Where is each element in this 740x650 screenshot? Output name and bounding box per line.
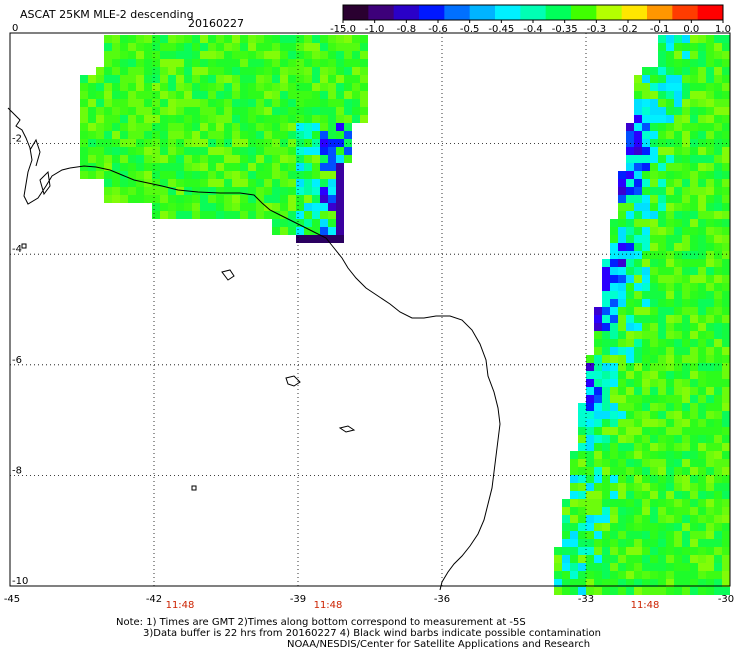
y-tick-label: -8 (12, 465, 22, 476)
data-swaths (80, 35, 730, 595)
colorbar-label: -0.1 (650, 24, 670, 35)
x-tick-label: -30 (718, 594, 734, 605)
time-label: 11:48 (166, 600, 195, 611)
y-tick-label: -2 (12, 134, 22, 145)
colorbar-label: 0.0 (683, 24, 699, 35)
colorbar: -15.0 -1.0 -0.8 -0.6 -0.5 -0.45 -0.4 -0.35 -0.3-… (330, 4, 731, 35)
colorbar-swatch (571, 5, 597, 20)
y-tick-label: -10 (12, 576, 28, 587)
y-tick-label: -6 (12, 355, 22, 366)
colorbar-swatch (393, 5, 420, 20)
note-line-3: NOAA/NESDIS/Center for Satellite Applica… (287, 639, 591, 650)
x-tick-label: -36 (434, 594, 450, 605)
colorbar-label: -0.6 (428, 24, 448, 35)
y-tick-label: 0 (12, 23, 18, 34)
coastline-amazon-delta (7, 107, 71, 205)
colorbar-swatch (647, 5, 673, 20)
colorbar-swatch (672, 5, 699, 20)
colorbar-swatch (444, 5, 471, 20)
x-tick-label: -42 (146, 594, 162, 605)
coastline (7, 107, 501, 591)
island (21, 243, 27, 249)
colorbar-label: -0.45 (488, 24, 514, 35)
colorbar-label: 1.0 (715, 24, 731, 35)
colorbar-swatch (495, 5, 521, 20)
note-line-1: Note: 1) Times are GMT 2)Times along bot… (116, 617, 526, 628)
colorbar-swatch (596, 5, 623, 20)
colorbar-label: -1.0 (365, 24, 385, 35)
colorbar-swatch (419, 5, 445, 20)
time-label: 11:48 (314, 600, 343, 611)
colorbar-label: -0.2 (618, 24, 638, 35)
colorbar-swatch (545, 5, 572, 20)
map-date: 20160227 (188, 17, 244, 30)
time-labels: 11:48 11:48 11:48 (166, 600, 660, 611)
colorbar-swatch (469, 5, 496, 20)
colorbar-swatch (343, 5, 369, 20)
colorbar-label: -0.8 (397, 24, 417, 35)
x-tick-label: -39 (290, 594, 306, 605)
colorbar-label: -0.5 (460, 24, 480, 35)
island (191, 485, 197, 491)
y-tick-label: -4 (12, 244, 22, 255)
x-tick-label: -45 (4, 594, 20, 605)
x-tick-label: -33 (578, 594, 594, 605)
colorbar-label: -0.4 (523, 24, 543, 35)
map-frame (9, 32, 731, 587)
note-line-2: 3)Data buffer is 22 hrs from 20160227 4)… (143, 628, 601, 639)
island (221, 269, 235, 281)
colorbar-label: -0.35 (552, 24, 578, 35)
axis-tick-labels: -45 -42 -39 -36 -33 -30 0 -2 -4 -6 -8 -10 (4, 23, 734, 605)
colorbar-swatch (621, 5, 648, 20)
island (285, 375, 301, 387)
map-title: ASCAT 25KM MLE-2 descending (20, 8, 194, 21)
time-label: 11:48 (631, 600, 660, 611)
colorbar-label: -0.3 (587, 24, 607, 35)
colorbar-swatch (368, 5, 395, 20)
colorbar-label: -15.0 (330, 24, 356, 35)
colorbar-swatch (520, 5, 547, 20)
coastline-main (69, 165, 501, 591)
island (338, 425, 356, 433)
colorbar-swatch (697, 5, 724, 20)
